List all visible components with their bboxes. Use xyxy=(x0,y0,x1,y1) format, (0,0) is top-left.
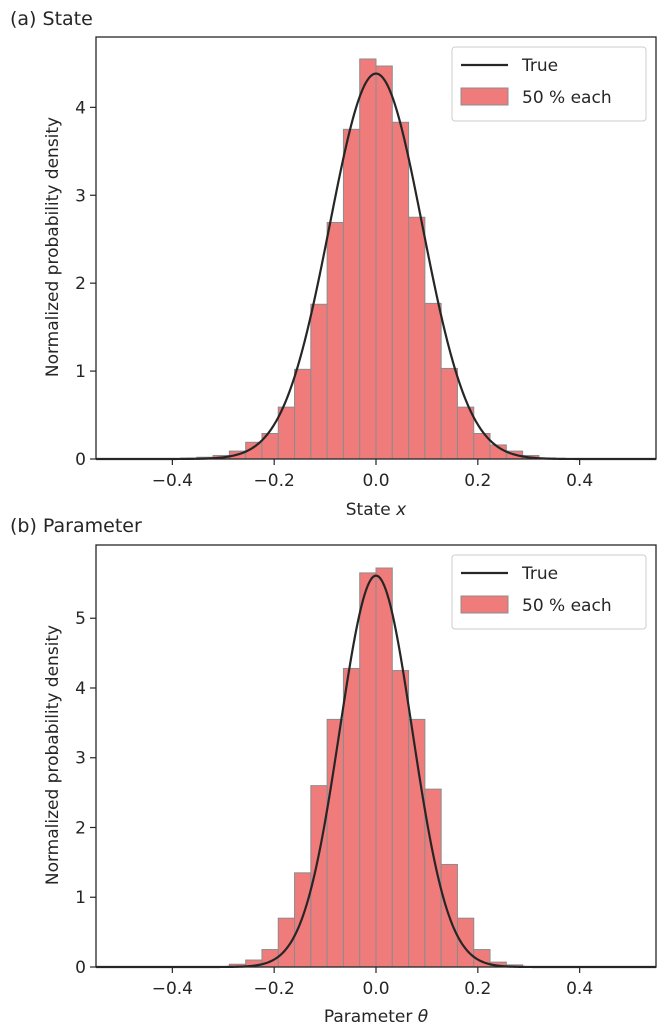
x-tick-label: 0.2 xyxy=(464,979,491,999)
legend: True 50 % each xyxy=(451,554,647,630)
x-tick-label: 0.2 xyxy=(464,471,491,491)
x-axis-label-variable: θ xyxy=(418,1007,429,1027)
legend-line-label: True xyxy=(521,56,558,76)
y-tick-label: 4 xyxy=(75,679,86,699)
y-axis-ticks: 0 1 2 3 4 5 xyxy=(75,609,96,978)
histogram-bar xyxy=(375,567,393,968)
x-tick-label: 0.4 xyxy=(566,471,593,491)
y-axis-label: Normalized probability density xyxy=(43,117,63,377)
histogram-bar xyxy=(456,917,475,968)
x-axis-ticks: −0.4 −0.2 0.0 0.2 0.4 xyxy=(152,459,593,491)
panel-parameter: (b) Parameter Normalized probability den… xyxy=(10,515,657,1027)
panel-label: (b) Parameter xyxy=(10,515,142,537)
histogram-bar xyxy=(310,303,328,460)
panel-label: (a) State xyxy=(10,8,93,30)
x-tick-label: −0.4 xyxy=(152,979,193,999)
y-tick-label: 0 xyxy=(75,450,86,470)
histogram-bar xyxy=(440,367,458,460)
y-tick-label: 1 xyxy=(75,362,86,382)
x-tick-label: −0.2 xyxy=(254,471,295,491)
y-tick-label: 3 xyxy=(75,186,86,206)
histogram-bar xyxy=(342,128,361,460)
histogram-bar xyxy=(359,58,377,460)
histogram-bar xyxy=(342,667,361,968)
legend: True 50 % each xyxy=(451,46,647,122)
legend-bar-swatch xyxy=(460,595,509,614)
x-axis-label: State x xyxy=(346,500,407,520)
legend-line-label: True xyxy=(521,564,558,584)
legend-bar-label: 50 % each xyxy=(522,88,612,108)
y-tick-label: 2 xyxy=(75,818,86,838)
histogram-bar xyxy=(277,917,296,968)
y-tick-label: 1 xyxy=(75,888,86,908)
legend-bar-swatch xyxy=(460,87,509,106)
histogram-bar xyxy=(391,121,410,460)
y-tick-label: 3 xyxy=(75,749,86,769)
x-axis-label-text: State xyxy=(346,500,396,520)
histogram-bar xyxy=(294,872,312,968)
x-axis-ticks: −0.4 −0.2 0.0 0.2 0.4 xyxy=(152,967,593,999)
y-tick-label: 5 xyxy=(75,609,86,629)
x-tick-label: 0.0 xyxy=(362,471,389,491)
x-axis-label: Parameter θ xyxy=(324,1007,429,1027)
y-axis-ticks: 0 1 2 3 4 xyxy=(75,98,96,470)
histogram-bar xyxy=(359,572,377,968)
x-tick-label: 0.4 xyxy=(566,979,593,999)
histogram-bar xyxy=(408,216,426,460)
x-tick-label: −0.2 xyxy=(254,979,295,999)
x-axis-label-variable: x xyxy=(395,500,407,520)
y-tick-label: 2 xyxy=(75,274,86,294)
y-tick-label: 0 xyxy=(75,958,86,978)
legend-bar-label: 50 % each xyxy=(522,596,612,616)
x-axis-label-text: Parameter xyxy=(324,1007,418,1027)
histogram-bar xyxy=(375,65,393,460)
histogram-bar xyxy=(326,222,344,460)
y-tick-label: 4 xyxy=(75,98,86,118)
histogram-bar xyxy=(391,670,410,968)
y-axis-label: Normalized probability density xyxy=(43,625,63,885)
x-tick-label: −0.4 xyxy=(152,471,193,491)
histogram-bar xyxy=(294,368,312,460)
histogram-bar xyxy=(424,302,442,460)
x-tick-label: 0.0 xyxy=(362,979,389,999)
panel-state: (a) State Normalized probability density… xyxy=(10,8,657,520)
